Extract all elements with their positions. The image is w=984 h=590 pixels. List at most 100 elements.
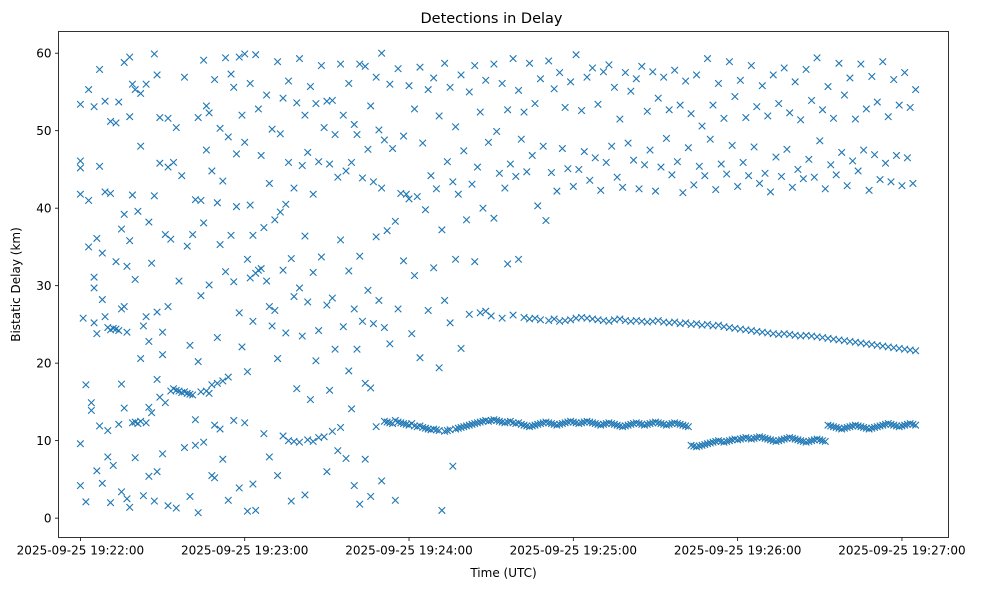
data-point bbox=[750, 434, 758, 443]
data-point bbox=[243, 255, 252, 264]
data-point bbox=[238, 343, 246, 351]
data-point bbox=[638, 62, 646, 71]
data-point bbox=[651, 187, 660, 195]
data-point bbox=[898, 182, 906, 190]
data-point bbox=[805, 437, 813, 446]
data-point bbox=[361, 62, 369, 71]
data-point bbox=[293, 99, 301, 107]
data-point bbox=[670, 419, 679, 427]
data-point bbox=[870, 423, 879, 432]
data-point bbox=[325, 160, 334, 168]
data-point bbox=[460, 423, 468, 431]
data-point bbox=[345, 367, 353, 375]
data-point bbox=[188, 230, 197, 239]
data-point bbox=[712, 437, 720, 446]
data-point bbox=[550, 85, 558, 93]
data-point bbox=[876, 175, 884, 184]
data-point bbox=[142, 419, 150, 427]
data-point bbox=[646, 146, 654, 154]
data-point bbox=[597, 421, 605, 429]
data-point bbox=[295, 54, 304, 63]
data-point bbox=[169, 158, 178, 167]
data-point bbox=[588, 419, 597, 427]
x-axis-label: Time (UTC) bbox=[469, 566, 536, 580]
data-point bbox=[424, 306, 432, 315]
data-point bbox=[799, 437, 808, 446]
data-point bbox=[870, 151, 879, 159]
y-tick-label: 50 bbox=[36, 124, 51, 138]
data-point bbox=[265, 302, 274, 311]
data-point bbox=[334, 447, 342, 455]
data-point bbox=[471, 61, 479, 70]
data-point bbox=[241, 138, 249, 146]
data-point bbox=[531, 421, 539, 429]
data-point bbox=[577, 419, 586, 427]
data-point bbox=[846, 74, 854, 82]
data-point bbox=[139, 491, 148, 500]
data-point bbox=[490, 214, 498, 222]
data-point bbox=[649, 68, 657, 76]
data-point bbox=[911, 347, 920, 355]
data-point bbox=[783, 145, 791, 153]
data-point bbox=[544, 57, 553, 65]
data-point bbox=[221, 54, 230, 62]
data-point bbox=[164, 502, 172, 510]
data-point bbox=[356, 500, 364, 508]
data-point bbox=[95, 162, 104, 171]
data-point bbox=[479, 417, 487, 425]
data-point bbox=[881, 159, 890, 167]
data-point bbox=[295, 284, 304, 292]
y-axis: 0 10 20 30 40 50 60 bbox=[36, 46, 59, 525]
data-point bbox=[112, 119, 120, 127]
data-point bbox=[534, 202, 542, 210]
data-point bbox=[509, 311, 517, 319]
data-point bbox=[684, 144, 693, 152]
data-point bbox=[725, 58, 734, 66]
data-point bbox=[284, 158, 293, 167]
data-point bbox=[323, 301, 331, 309]
data-point bbox=[692, 443, 701, 451]
data-point bbox=[76, 164, 85, 172]
data-point bbox=[249, 480, 257, 488]
data-point bbox=[802, 65, 810, 74]
data-point bbox=[134, 207, 142, 215]
data-point bbox=[440, 59, 449, 67]
data-point bbox=[301, 232, 309, 240]
data-point bbox=[109, 461, 117, 470]
data-point bbox=[120, 210, 128, 219]
data-point bbox=[679, 188, 687, 197]
data-point bbox=[235, 484, 243, 492]
data-point bbox=[468, 180, 476, 188]
data-point bbox=[813, 435, 821, 443]
data-point bbox=[109, 324, 117, 332]
data-point bbox=[271, 306, 279, 315]
data-point bbox=[785, 433, 794, 442]
data-point bbox=[827, 161, 835, 169]
data-point bbox=[394, 305, 402, 313]
data-point bbox=[262, 91, 271, 99]
data-point bbox=[386, 340, 394, 348]
data-point bbox=[369, 319, 378, 328]
data-point bbox=[457, 71, 465, 79]
data-point bbox=[276, 130, 285, 138]
data-point bbox=[717, 160, 725, 168]
data-point bbox=[342, 454, 350, 463]
data-point bbox=[84, 243, 93, 251]
data-point bbox=[906, 103, 914, 112]
data-point bbox=[377, 477, 386, 485]
data-point bbox=[903, 154, 912, 162]
data-point bbox=[498, 314, 506, 322]
data-point bbox=[257, 264, 265, 273]
data-point bbox=[290, 184, 298, 192]
data-point bbox=[386, 80, 394, 88]
data-point bbox=[501, 184, 509, 192]
data-point bbox=[164, 163, 172, 171]
data-point bbox=[605, 419, 613, 427]
data-point bbox=[824, 421, 832, 429]
data-point bbox=[692, 319, 701, 328]
data-point bbox=[115, 326, 123, 335]
data-point bbox=[205, 281, 213, 289]
data-point bbox=[199, 56, 208, 64]
data-point bbox=[449, 462, 457, 470]
data-point bbox=[265, 179, 274, 188]
